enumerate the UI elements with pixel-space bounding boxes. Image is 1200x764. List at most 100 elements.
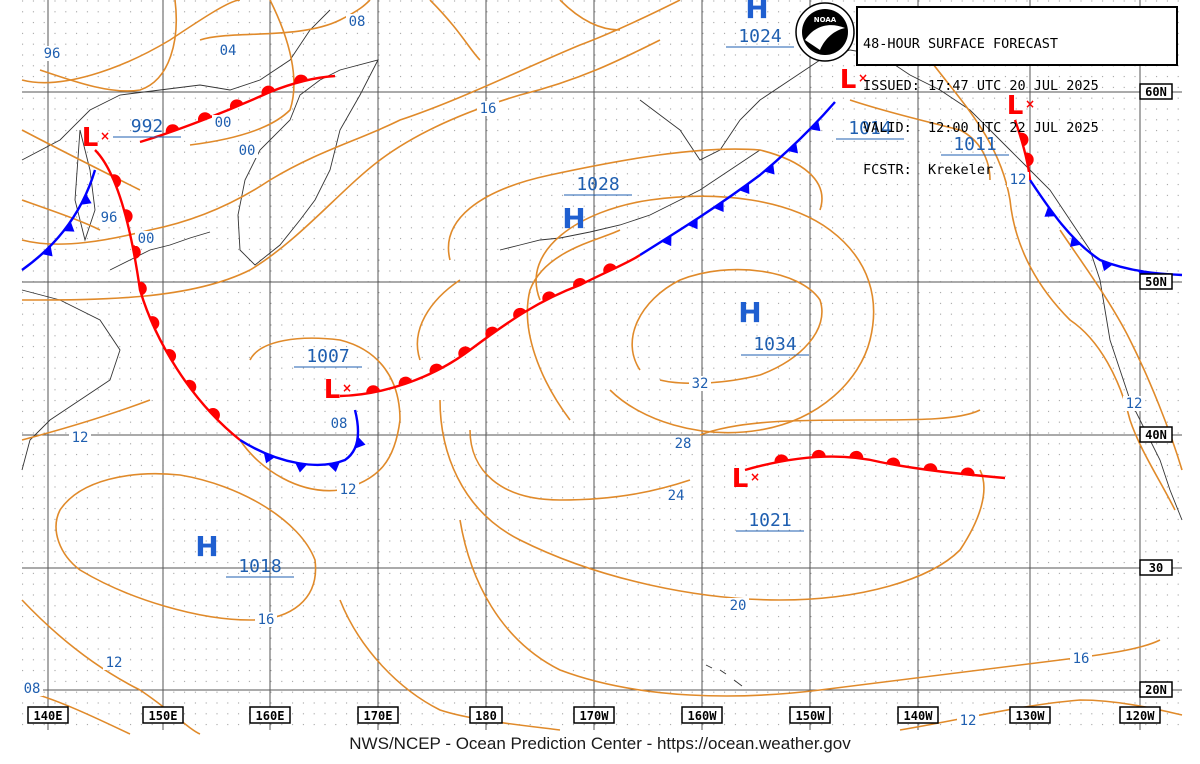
longitude-label-box (681, 706, 723, 724)
low-center-x-icon: × (342, 381, 352, 395)
cold-front-triangle (713, 201, 724, 212)
isobar-label: 20 (730, 598, 747, 614)
longitude-label-box (357, 706, 399, 724)
warm-front-semicircle (185, 379, 197, 393)
cold-front-central (639, 101, 836, 257)
longitude-label-box (897, 706, 939, 724)
longitude-label-box (789, 706, 831, 724)
cold-front-triangle (764, 163, 775, 175)
warm-front-semicircle (774, 454, 789, 463)
warm-front-semicircle (603, 263, 617, 274)
cold-front-triangle (63, 221, 75, 232)
warm-front-semicircle (485, 326, 499, 338)
isobar-label-bg (98, 210, 120, 225)
warm-front-semicircle (513, 307, 527, 319)
isobar-label-bg (328, 416, 350, 431)
front-symbols (42, 74, 1150, 476)
isobar-label: 12 (340, 482, 357, 498)
pressure-value: 1034 (753, 334, 796, 355)
low-pressure-symbol: L (82, 123, 99, 153)
latitude-label-box (1139, 681, 1173, 698)
longitude-labels: 140E 150E 160E 170E 180 170W 160W 150W 140W 130W 1… (27, 706, 1161, 724)
noaa-logo: NOAA (795, 2, 855, 62)
isobar-labels: 96 08 04 00 00 16 96 00 12 12 08 32 28 24 20 16 12 12 16 12… (21, 14, 1145, 729)
latitude-label: 20N (1145, 683, 1167, 697)
forecaster-value: Krekeler (928, 163, 994, 177)
valid-label: VALID: (863, 121, 912, 135)
cold-front-triangle (263, 452, 275, 464)
isobar (469, 429, 691, 501)
isobar-label-bg (477, 101, 499, 116)
longitude-label: 140W (904, 709, 934, 723)
longitude-label: 170W (580, 709, 610, 723)
warm-front-semicircle (261, 85, 275, 96)
isobar-label: 96 (101, 210, 118, 226)
lat-lon-grid (22, 0, 1182, 730)
longitude-label-box (142, 706, 184, 724)
isobar-label-bg (957, 713, 979, 728)
isobar-label: 12 (960, 713, 977, 729)
pressure-value: 992 (131, 116, 164, 137)
isobar-label-bg (69, 430, 91, 445)
cold-front-triangle (295, 462, 308, 473)
isobar-label: 24 (668, 488, 685, 504)
isobar-label-bg (689, 376, 711, 391)
low-center-x-icon: × (750, 470, 760, 484)
latitude-label-box (1139, 426, 1173, 443)
longitude-label: 150W (796, 709, 826, 723)
isobar-label: 12 (72, 430, 89, 446)
warm-front-semicircle (197, 112, 212, 122)
warm-front-semicircle (811, 449, 826, 458)
isobar (447, 148, 823, 261)
warm-front-semicircle (208, 408, 220, 421)
isobar-label-bg (255, 612, 277, 627)
isobar (239, 337, 401, 492)
warm-front-semicircle (138, 281, 147, 296)
isobar-label-bg (1123, 396, 1145, 411)
longitude-label: 160E (256, 709, 285, 723)
cold-front-triangle (661, 235, 672, 247)
cold-front-sw (239, 409, 360, 466)
isobar (21, 399, 151, 441)
latitude-label: 40N (1145, 428, 1167, 442)
isobar (189, 0, 295, 146)
warm-front-semicircle (1019, 132, 1029, 147)
latitude-label-box (1139, 273, 1173, 290)
valid-line: VALID: 12:00 UTC 22 JUL 2025 (863, 121, 1171, 135)
forecaster-line: FCSTR: Krekeler (863, 163, 1171, 177)
aleutians (499, 149, 761, 251)
isobar (929, 59, 1176, 511)
warm-front-semicircle (111, 174, 122, 188)
isobar-label: 12 (1010, 172, 1027, 188)
isobar (559, 0, 621, 31)
isobar-label: 12 (106, 655, 123, 671)
isobar-label: 16 (1073, 651, 1090, 667)
pressure-value: 1021 (748, 510, 791, 531)
isobar (339, 599, 561, 731)
longitude-label: 150E (149, 709, 178, 723)
low-center-x-icon: × (100, 129, 110, 143)
warm-front-semicircle (149, 316, 160, 330)
cold-front-triangle (1044, 206, 1056, 217)
warm-front-semicircle (458, 346, 471, 358)
pressure-value: 1024 (738, 26, 781, 47)
longitude-label-box (249, 706, 291, 724)
pressure-value: 1007 (306, 346, 349, 367)
pressure-value: 1011 (953, 134, 996, 155)
isobar-label-bg (665, 488, 687, 503)
isobar (21, 199, 101, 231)
longitude-label-box (1009, 706, 1051, 724)
isobar-label-bg (672, 436, 694, 451)
pressure-value: 1018 (238, 556, 281, 577)
cold-front-triangle (328, 462, 340, 473)
kuril-islands (109, 231, 211, 271)
isobar (55, 472, 317, 621)
isobar (416, 279, 461, 361)
forecast-title-box: 48-HOUR SURFACE FORECAST ISSUED: 17:47 U… (856, 6, 1178, 177)
isobar-label: 00 (138, 231, 155, 247)
isobar-label: 04 (220, 43, 237, 59)
warm-front-semicircle (960, 467, 975, 476)
isobar-label-bg (236, 143, 258, 158)
